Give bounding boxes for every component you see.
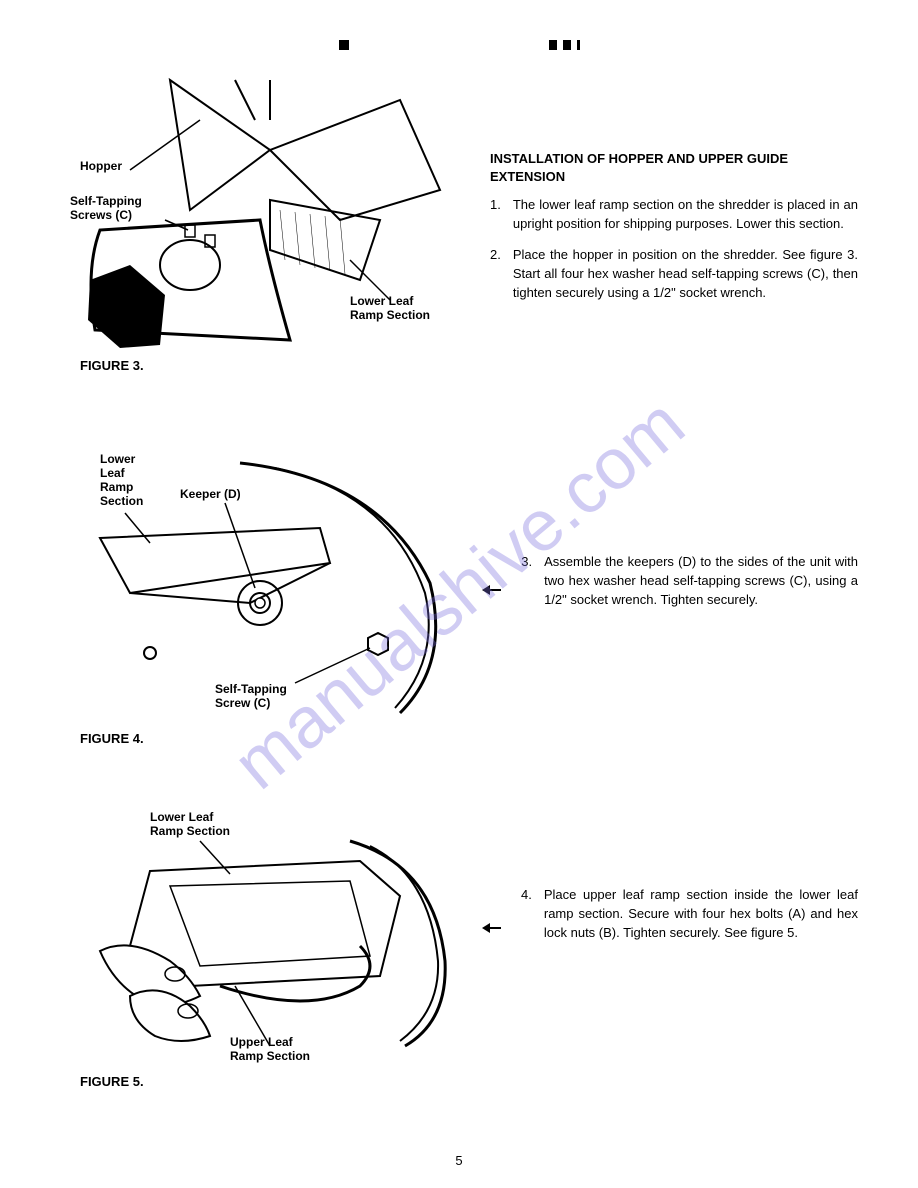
step-4-num: 4. <box>521 886 532 905</box>
figure-4: Lower Leaf Ramp Section Keeper (D) Self-… <box>70 443 460 723</box>
step-1-num: 1. <box>490 196 501 234</box>
figure-3: Hopper Self-Tapping Screws (C) Lower Lea… <box>70 70 460 350</box>
step-3-text: Assemble the keepers (D) to the sides of… <box>544 553 858 610</box>
step-4: 4. Place upper leaf ramp section inside … <box>490 886 858 943</box>
section-3: Lower Leaf Ramp Section Upper Leaf Ramp … <box>70 786 858 1089</box>
fig4-label-screw: Self-Tapping Screw (C) <box>215 682 290 710</box>
step-1: 1. The lower leaf ramp section on the sh… <box>490 196 858 234</box>
step-1-text: The lower leaf ramp section on the shred… <box>513 196 858 234</box>
arrow-icon <box>490 927 501 929</box>
section-heading: INSTALLATION OF HOPPER AND UPPER GUIDE E… <box>490 150 858 186</box>
arrow-icon <box>490 589 501 591</box>
fig3-label-screws: Self-Tapping Screws (C) <box>70 194 145 222</box>
section-2: Lower Leaf Ramp Section Keeper (D) Self-… <box>70 443 858 746</box>
step-2: 2. Place the hopper in position on the s… <box>490 246 858 303</box>
fig5-label-upper: Upper Leaf Ramp Section <box>230 1035 310 1063</box>
figure-5-caption: FIGURE 5. <box>80 1074 460 1089</box>
step-2-text: Place the hopper in position on the shre… <box>513 246 858 303</box>
step-4-text: Place upper leaf ramp section inside the… <box>544 886 858 943</box>
fig4-label-keeper: Keeper (D) <box>180 487 241 501</box>
fig5-label-lower: Lower Leaf Ramp Section <box>150 810 230 838</box>
figure-5: Lower Leaf Ramp Section Upper Leaf Ramp … <box>70 786 460 1066</box>
step-3-num: 3. <box>521 553 532 572</box>
fig3-label-ramp: Lower Leaf Ramp Section <box>350 294 430 322</box>
step-2-num: 2. <box>490 246 501 303</box>
step-3: 3. Assemble the keepers (D) to the sides… <box>490 553 858 610</box>
page-number: 5 <box>455 1153 462 1168</box>
section-1: Hopper Self-Tapping Screws (C) Lower Lea… <box>70 70 858 373</box>
figure-4-caption: FIGURE 4. <box>80 731 460 746</box>
fig3-label-hopper: Hopper <box>80 159 122 173</box>
fig4-label-ramp: Lower Leaf Ramp Section <box>100 452 143 508</box>
figure-3-caption: FIGURE 3. <box>80 358 460 373</box>
